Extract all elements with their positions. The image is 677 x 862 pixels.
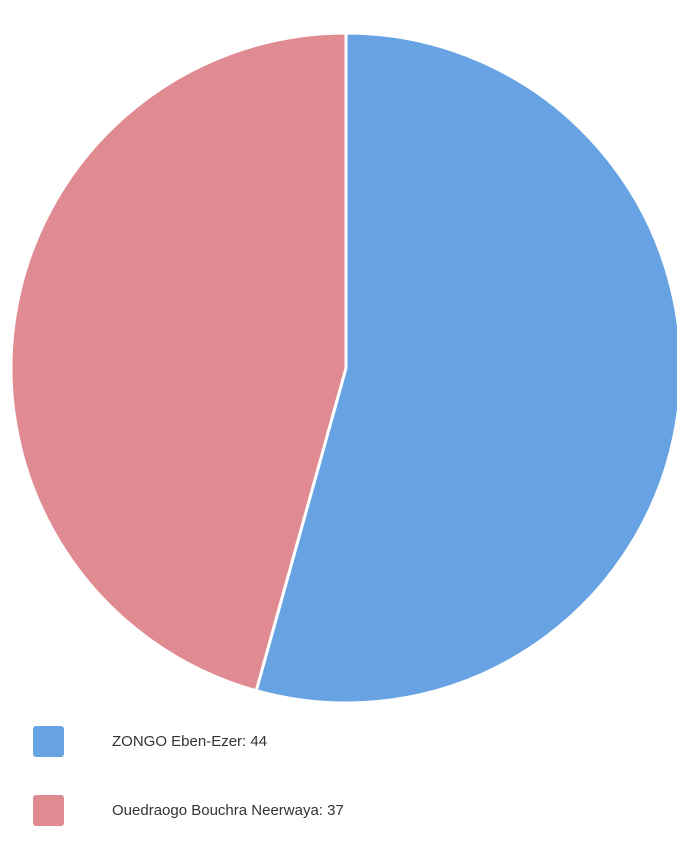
pie-slice-1: [9, 31, 348, 693]
pie-slice-0: [254, 31, 677, 705]
